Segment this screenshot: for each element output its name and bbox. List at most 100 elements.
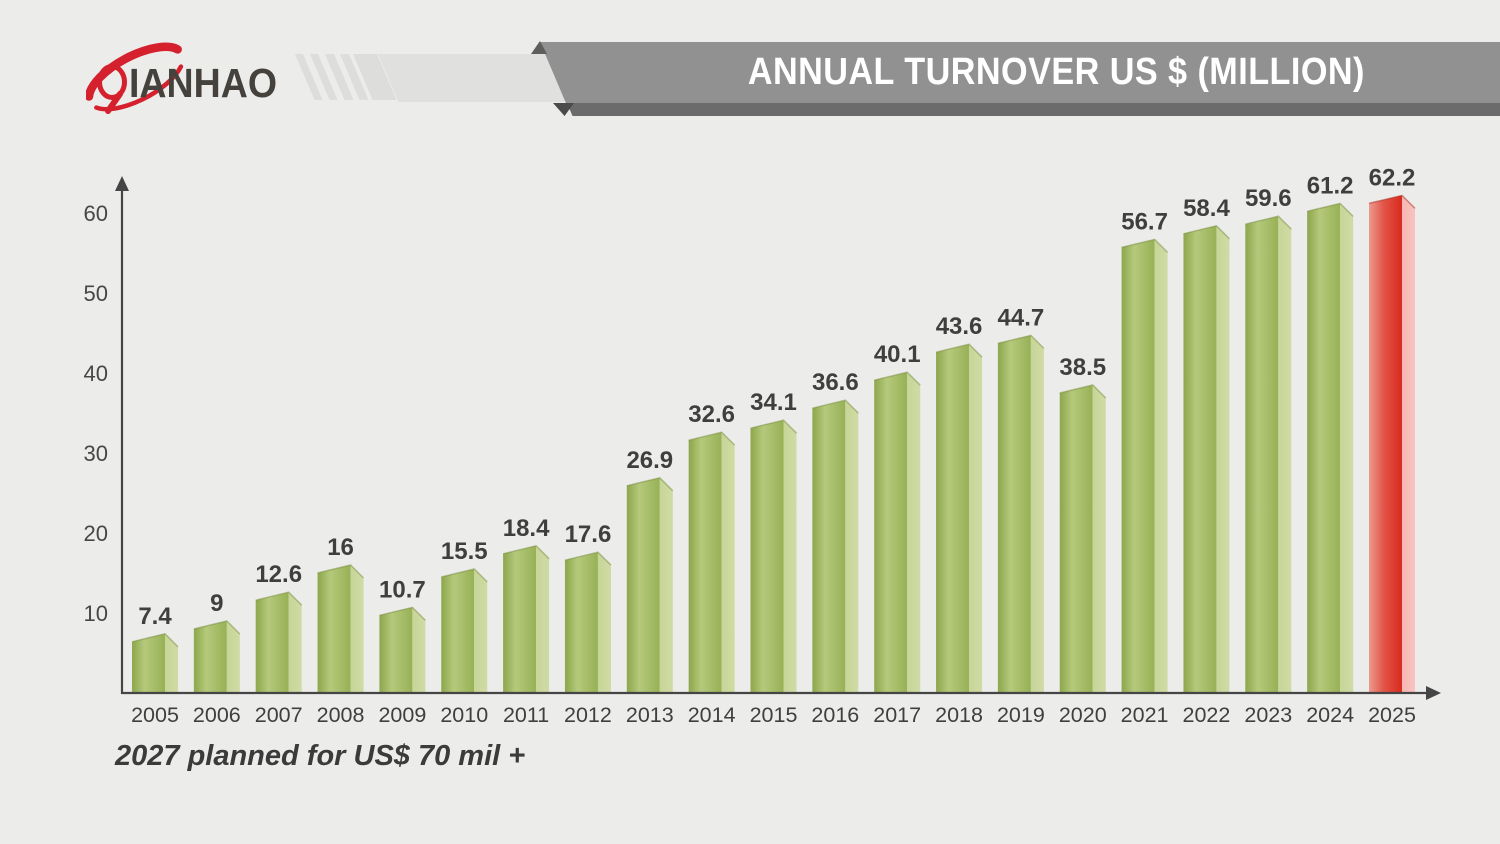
bar-roof-edge (1059, 384, 1107, 399)
value-label-2022: 58.4 (1183, 195, 1230, 222)
bar-2007 (255, 591, 303, 693)
year-label-2024: 2024 (1306, 703, 1354, 727)
bar-face (1369, 195, 1402, 693)
value-label-2021: 56.7 (1121, 208, 1168, 235)
bar-side (1092, 385, 1106, 693)
bar-roof-edge (317, 564, 365, 579)
bar-side (907, 372, 921, 693)
bar-side (1278, 216, 1292, 693)
bar-2012 (564, 551, 612, 693)
year-label-2021: 2021 (1121, 703, 1169, 727)
year-label-2020: 2020 (1059, 703, 1107, 727)
bar-face (1121, 239, 1155, 693)
bar-face (1307, 203, 1341, 693)
bar-roof-edge (502, 544, 550, 560)
value-label-2018: 43.6 (936, 313, 983, 340)
bar-side (1402, 195, 1415, 693)
logo-text: IANHAO (129, 60, 277, 106)
bar-roof-edge (688, 431, 736, 446)
bar-face (564, 552, 598, 693)
year-label-2016: 2016 (811, 703, 859, 727)
year-label-2007: 2007 (255, 703, 303, 727)
year-label-2013: 2013 (626, 703, 674, 727)
bar-side (659, 477, 673, 693)
bar-face (441, 569, 475, 693)
year-label-2012: 2012 (564, 703, 612, 727)
y-tick-40: 40 (84, 361, 108, 386)
bar-face (132, 633, 165, 693)
banner-shadow (567, 103, 1500, 116)
value-label-2007: 12.6 (255, 561, 302, 588)
value-label-2023: 59.6 (1245, 185, 1292, 212)
title-banner: ANNUAL TURNOVER US $ (MILLION) (540, 42, 1500, 103)
y-tick-20: 20 (84, 521, 108, 546)
bar-face (688, 432, 722, 693)
bar-roof-edge (379, 606, 426, 621)
year-label-2018: 2018 (935, 703, 983, 727)
bar-face (812, 400, 846, 693)
year-label-2009: 2009 (378, 703, 426, 727)
bar-side (1216, 225, 1230, 694)
bar-face (1183, 225, 1217, 694)
y-tick-60: 60 (84, 201, 108, 226)
year-label-2010: 2010 (440, 703, 488, 727)
bar-roof-edge (874, 371, 921, 386)
value-label-2012: 17.6 (565, 521, 612, 548)
bar-2011 (502, 544, 550, 693)
bar-side (845, 400, 859, 693)
year-label-2014: 2014 (688, 703, 736, 727)
year-label-2017: 2017 (873, 703, 921, 727)
bar-roof-edge (626, 476, 674, 492)
bar-side (350, 565, 364, 693)
bar-side (226, 621, 240, 693)
year-label-2023: 2023 (1244, 703, 1292, 727)
bar-face (626, 477, 660, 693)
bar-face (193, 621, 227, 693)
bar-side (783, 420, 797, 693)
bar-face (379, 607, 413, 693)
bar-side (412, 607, 426, 693)
bar-roof-edge (935, 343, 983, 358)
value-label-2017: 40.1 (874, 341, 921, 368)
bar-2005 (131, 632, 179, 693)
bar-face (317, 565, 351, 693)
bar-roof-edge (1121, 238, 1169, 253)
year-label-2005: 2005 (131, 703, 179, 727)
bar-roof-edge (1183, 224, 1230, 240)
bar-side (1340, 203, 1354, 693)
bar-face (750, 420, 784, 693)
bar-side (597, 552, 611, 693)
bar-2025 (1368, 194, 1416, 693)
year-label-2006: 2006 (193, 703, 241, 727)
y-tick-30: 30 (84, 441, 108, 466)
year-label-2008: 2008 (317, 703, 365, 727)
bar-side (721, 432, 735, 693)
bar-2013 (626, 476, 674, 693)
value-label-2009: 10.7 (379, 576, 426, 603)
value-label-2014: 32.6 (688, 401, 735, 428)
bar-2020 (1059, 384, 1107, 693)
bar-2019 (997, 334, 1045, 693)
value-label-2011: 18.4 (503, 515, 550, 542)
value-label-2025: 62.2 (1369, 164, 1416, 191)
footnote-2027-plan: 2027 planned for US$ 70 mil + (115, 740, 526, 772)
bar-roof-edge (131, 632, 179, 648)
bar-2006 (193, 620, 241, 693)
x-axis-arrow-icon (1426, 686, 1441, 700)
bar-face (503, 545, 537, 693)
y-axis-arrow-icon (115, 176, 129, 191)
bar-2022 (1183, 224, 1230, 694)
y-tick-50: 50 (84, 281, 108, 306)
year-label-2019: 2019 (997, 703, 1045, 727)
value-label-2005: 7.4 (138, 603, 172, 630)
bar-roof-edge (750, 419, 798, 434)
page-title: ANNUAL TURNOVER US $ (MILLION) (747, 51, 1365, 93)
bar-side (474, 569, 488, 693)
year-label-2025: 2025 (1368, 703, 1416, 727)
value-label-2024: 61.2 (1307, 172, 1354, 199)
bar-face (936, 344, 970, 693)
bar-side (1154, 239, 1168, 693)
bar-2023 (1245, 215, 1292, 693)
bar-roof-edge (997, 334, 1045, 349)
